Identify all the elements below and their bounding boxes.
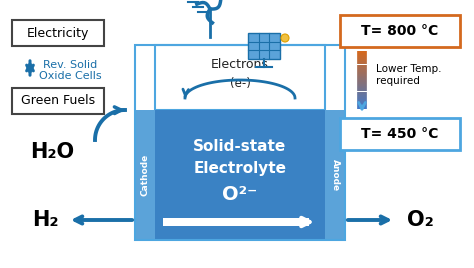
Text: Electrons: Electrons	[211, 58, 269, 72]
Text: Cathode: Cathode	[140, 154, 149, 196]
Bar	[135, 45, 345, 240]
Text: Solid-state: Solid-state	[193, 139, 287, 154]
Text: (e-): (e-)	[229, 76, 250, 90]
Text: Electricity: Electricity	[27, 27, 89, 39]
Circle shape	[208, 7, 212, 11]
Text: Electrolyte: Electrolyte	[193, 161, 286, 176]
Bar	[163, 218, 309, 226]
Bar	[12, 88, 104, 114]
Text: O²⁻: O²⁻	[222, 185, 258, 204]
Text: Green Fuels: Green Fuels	[21, 95, 95, 107]
Text: Rev. Solid: Rev. Solid	[43, 60, 97, 70]
Bar	[340, 118, 460, 150]
Text: required: required	[376, 76, 420, 86]
Circle shape	[281, 34, 289, 42]
Bar	[12, 20, 104, 46]
Bar	[155, 45, 325, 110]
Text: H₂: H₂	[32, 210, 58, 230]
Text: H₂O: H₂O	[30, 142, 74, 162]
Text: T= 800 °C: T= 800 °C	[361, 24, 438, 38]
Bar	[135, 110, 155, 240]
Text: Lower Temp.: Lower Temp.	[376, 64, 441, 74]
Text: O₂: O₂	[407, 210, 433, 230]
Bar	[325, 110, 345, 240]
Bar	[248, 33, 280, 59]
Text: Oxide Cells: Oxide Cells	[39, 71, 101, 81]
Text: T= 450 °C: T= 450 °C	[361, 127, 439, 141]
Bar	[340, 15, 460, 47]
Bar	[155, 110, 325, 240]
Text: Anode: Anode	[330, 159, 339, 191]
